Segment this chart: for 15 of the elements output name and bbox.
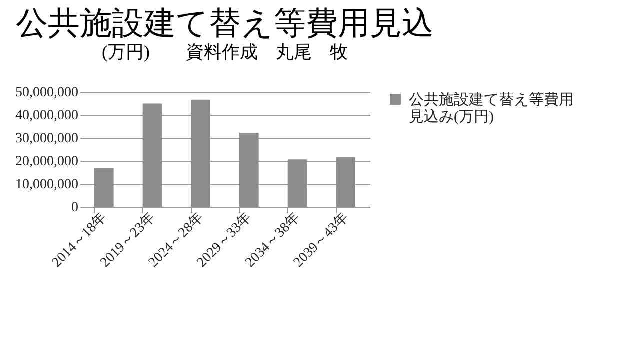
- chart-title: 公共施設建て替え等費用見込: [16, 5, 434, 41]
- y-tick-label: 40,000,000: [16, 108, 78, 124]
- y-tick-label: 0: [72, 200, 78, 216]
- bar: [191, 100, 210, 207]
- y-tick-label: 20,000,000: [16, 154, 78, 170]
- y-tick-label: 10,000,000: [16, 178, 78, 192]
- legend-label: 公共施設建て替え等費用見込み(万円): [409, 92, 574, 126]
- bar: [94, 168, 114, 207]
- y-tick-label: 50,000,000: [16, 86, 78, 100]
- bar: [240, 132, 259, 207]
- bar: [288, 160, 308, 207]
- chart-subtitle: (万円) 資料作成 丸尾 牧: [102, 42, 348, 62]
- bar: [142, 104, 162, 207]
- bar: [336, 157, 356, 207]
- y-tick-label: 30,000,000: [16, 132, 78, 146]
